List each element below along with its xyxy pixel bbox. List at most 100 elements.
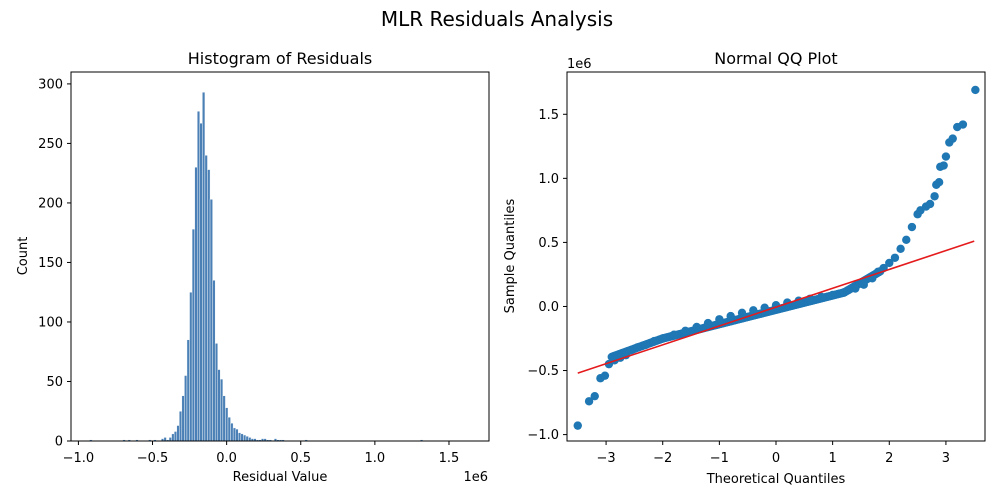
qq-point (650, 336, 659, 346)
qq-y-tick-label: −1.0 (527, 428, 559, 443)
qq-point (590, 391, 599, 401)
histogram-bar (243, 434, 247, 442)
qq-point (669, 330, 679, 339)
histogram-x-tick-label: 0.5 (290, 451, 311, 466)
qq-point (584, 397, 594, 406)
histogram-bar (168, 437, 172, 442)
histogram-y-tick-label: 100 (38, 315, 63, 330)
histogram-bar (184, 375, 188, 442)
qq-x-label: Theoretical Quantiles (706, 472, 846, 487)
histogram-bar (232, 427, 236, 442)
qq-y-tick-label: 1.0 (538, 172, 559, 187)
qq-point (703, 318, 713, 328)
histogram-x-tick-label: 1.0 (365, 451, 386, 466)
histogram-bar (171, 433, 175, 442)
qq-point (859, 280, 868, 289)
histogram-bar (181, 395, 185, 442)
qq-point (890, 253, 900, 262)
qq-point (573, 421, 582, 430)
histogram-bar (227, 416, 231, 442)
qq-plot-panel: Normal QQ Plot −3 −2 −1 0 1 2 3 −1.0 −0.5 0.0 0.5… (503, 49, 986, 487)
histogram-x-tick-label: −0.5 (137, 451, 169, 466)
histogram-bar (204, 155, 208, 442)
histogram-y-tick-label: 300 (38, 77, 63, 92)
figure-suptitle: MLR Residuals Analysis (381, 7, 613, 31)
qq-point (930, 192, 939, 201)
qq-point (939, 161, 948, 170)
histogram-bar (179, 411, 183, 442)
qq-point (633, 343, 642, 352)
qq-x-tick-label: 1 (828, 451, 836, 466)
histogram-bar (194, 167, 198, 442)
qq-point (958, 120, 968, 129)
qq-point (851, 284, 860, 293)
qq-point (658, 334, 667, 343)
histogram-axes-frame (70, 71, 490, 442)
qq-plot-title: Normal QQ Plot (714, 49, 837, 68)
qq-x-tick-label: 0 (772, 451, 780, 466)
histogram-bar (186, 339, 190, 442)
qq-point (948, 134, 957, 143)
histogram-y-label: Count (16, 237, 31, 276)
histogram-x-tick-label: −1.0 (63, 451, 95, 466)
histogram-x-ticks: −1.0 −0.5 0.0 0.5 1.0 1.5 (63, 441, 460, 466)
histogram-bar (207, 169, 211, 442)
qq-x-tick-label: −3 (596, 451, 615, 466)
qq-y-tick-label: −0.5 (527, 364, 559, 379)
qq-y-tick-label: 0.0 (538, 300, 559, 315)
qq-x-ticks: −3 −2 −1 0 1 2 3 (596, 441, 950, 466)
qq-point (885, 258, 894, 268)
histogram-bar (230, 422, 234, 442)
histogram-bar (212, 280, 216, 442)
histogram-x-tick-label: 0.0 (216, 451, 237, 466)
qq-point (692, 322, 701, 332)
histogram-y-tick-label: 200 (38, 196, 63, 211)
qq-y-tick-label: 1.5 (538, 108, 559, 123)
histogram-title: Histogram of Residuals (188, 49, 373, 68)
qq-point (737, 308, 747, 318)
histogram-bar (197, 111, 200, 442)
histogram-bar (225, 407, 229, 442)
histogram-panel: Histogram of Residuals −1.0 −0.5 0.0 0.5 1.0… (16, 49, 490, 485)
qq-axes-frame (566, 71, 986, 442)
histogram-bar (209, 199, 213, 442)
qq-y-label: Sample Quantiles (503, 198, 518, 313)
histogram-x-tick-label: 1.5 (439, 451, 460, 466)
qq-point (902, 235, 911, 245)
qq-y-ticks: −1.0 −0.5 0.0 0.5 1.0 1.5 (527, 108, 567, 443)
histogram-bar (173, 431, 177, 442)
qq-reference-line (577, 240, 975, 374)
qq-point (817, 292, 826, 302)
histogram-bar (245, 436, 249, 442)
qq-point (896, 244, 905, 254)
histogram-bar (214, 343, 218, 442)
histogram-y-tick-label: 250 (38, 137, 63, 152)
histogram-bar (222, 395, 226, 442)
qq-point (925, 199, 935, 209)
histogram-bar (248, 437, 252, 442)
qq-point (828, 290, 837, 300)
histogram-y-tick-label: 150 (38, 256, 63, 271)
qq-y-offset-label: 1e6 (567, 57, 592, 72)
histogram-bar (220, 378, 224, 442)
histogram-bar (189, 292, 193, 442)
histogram-bar (199, 122, 203, 442)
histogram-bar (238, 432, 242, 442)
histogram-y-tick-label: 50 (46, 375, 63, 390)
histogram-bar (235, 428, 239, 442)
qq-point (839, 288, 849, 297)
qq-y-tick-label: 0.5 (538, 236, 559, 251)
qq-point (934, 177, 944, 187)
qq-point (715, 315, 724, 324)
qq-x-tick-label: −1 (710, 451, 729, 466)
histogram-bar (217, 369, 221, 442)
histogram-bar (202, 92, 206, 442)
qq-point (971, 85, 980, 95)
histogram-bar (191, 228, 195, 442)
histogram-x-label: Residual Value (233, 470, 328, 485)
histogram-bar (163, 437, 167, 442)
qq-point (600, 371, 610, 380)
qq-x-tick-label: 3 (942, 451, 950, 466)
qq-point (749, 306, 758, 315)
